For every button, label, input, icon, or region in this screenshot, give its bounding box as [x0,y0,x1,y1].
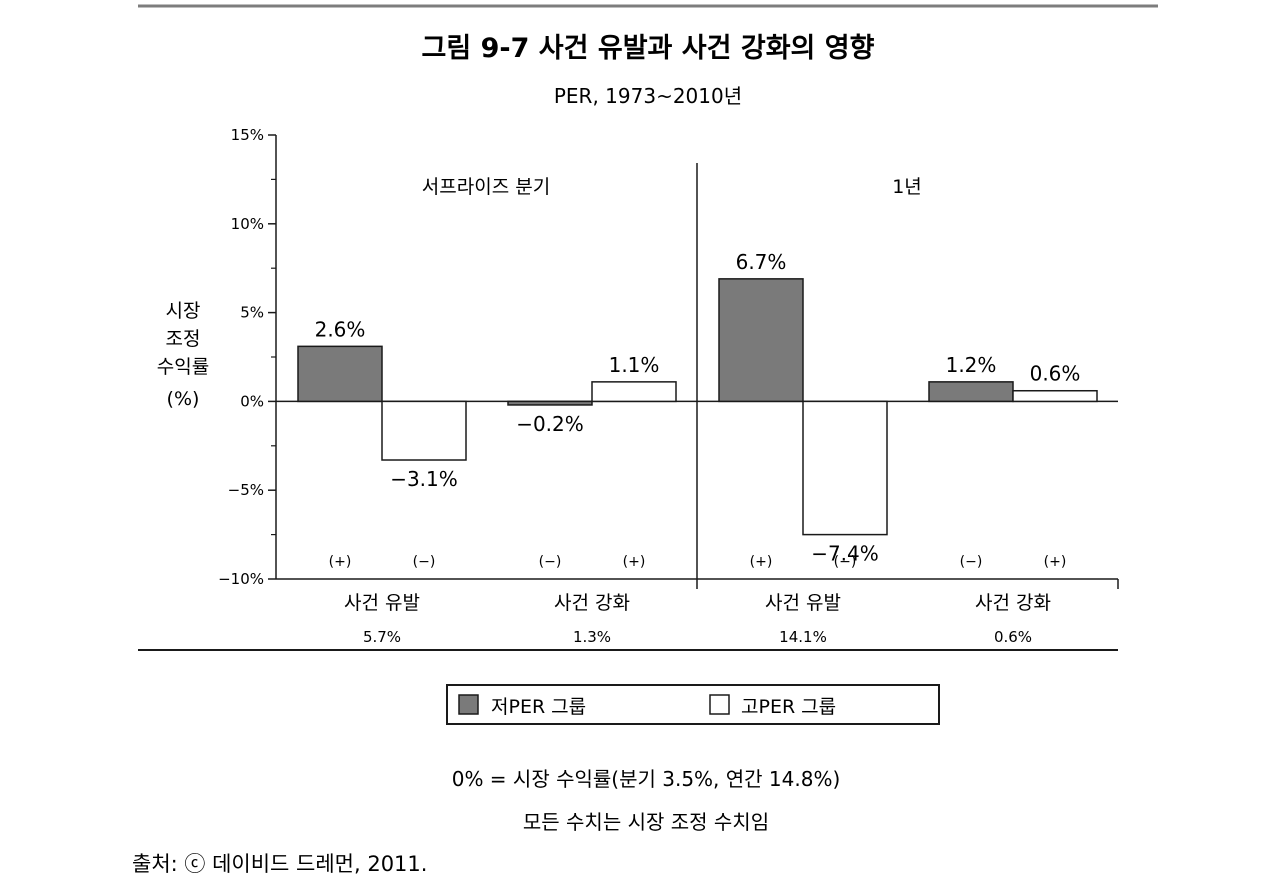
bars-layer [297,278,1098,536]
legend-label-low-per: 저PER 그룹 [491,696,586,718]
data-label: 0.6% [1030,362,1081,386]
chart-subtitle: PER, 1973~2010년 [554,84,742,108]
bar [507,400,593,406]
legend-box [446,684,940,725]
sign-label: (+) [623,554,646,570]
group-label: 사건 강화 [975,592,1051,614]
group-label: 사건 유발 [765,592,841,614]
bar [381,400,467,461]
bar [297,345,383,403]
labels-layer: 서프라이즈 분기 1년 2.6% (+) −3.1% (−) 사건 유발 5.7% −0.2% (… [315,176,1081,646]
sign-label: (+) [750,554,773,570]
sign-label: (+) [329,554,352,570]
sign-label: (−) [413,554,436,570]
legend-label-high-per: 고PER 그룹 [741,696,836,718]
sign-label: (−) [539,554,562,570]
bar [718,278,804,403]
note-line-2: 모든 수치는 시장 조정 수치임 [523,810,769,834]
y-axis-label-line: 조정 [166,328,201,350]
bar [591,381,677,403]
panel-label: 서프라이즈 분기 [422,176,550,198]
y-axis-label: 시장 조정 수익률 (%) [157,300,209,410]
sign-label: (−) [960,554,983,570]
data-label: 6.7% [736,250,787,274]
data-label: −7.4% [811,542,879,566]
data-label: 1.2% [946,353,997,377]
source-text: 출처: ⓒ 데이비드 드레먼, 2011. [132,852,427,876]
y-axis-label-line: (%) [167,388,200,410]
data-label: −0.2% [516,412,584,436]
y-tick-label: 15% [231,126,264,144]
legend-swatch-high-per [709,694,730,715]
group-value-label: 14.1% [779,628,827,646]
bar [802,400,888,536]
y-axis-label-line: 수익률 [157,356,209,378]
legend-swatch-low-per [458,694,479,715]
y-tick-label: 5% [240,304,264,322]
sign-label: (−) [834,554,857,570]
data-label: −3.1% [390,467,458,491]
group-value-label: 1.3% [573,628,611,646]
y-tick-label: −5% [228,481,264,499]
y-tick-label: 0% [240,392,264,410]
y-axis-label-line: 시장 [166,300,201,322]
group-label: 사건 강화 [554,592,630,614]
y-tick-label: −10% [218,570,264,588]
data-label: 1.1% [609,353,660,377]
legend: 저PER 그룹 고PER 그룹 [446,684,940,725]
y-tick-label: 10% [231,215,264,233]
group-value-label: 0.6% [994,628,1032,646]
sign-label: (+) [1044,554,1067,570]
group-value-label: 5.7% [363,628,401,646]
panel-label: 1년 [892,176,922,198]
bar [1012,389,1098,403]
chart-title: 그림 9-7 사건 유발과 사건 강화의 영향 [422,33,875,64]
bar [928,381,1014,403]
note-line-1: 0% = 시장 수익률(분기 3.5%, 연간 14.8%) [452,767,841,791]
data-label: 2.6% [315,317,366,341]
group-label: 사건 유발 [344,592,420,614]
